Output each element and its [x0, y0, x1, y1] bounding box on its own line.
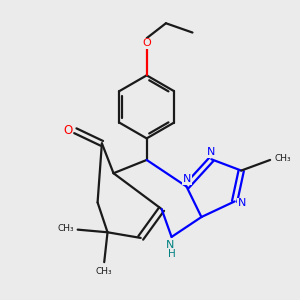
Text: N: N — [166, 240, 174, 250]
Text: O: O — [142, 38, 151, 48]
Text: H: H — [168, 249, 176, 259]
Text: CH₃: CH₃ — [58, 224, 74, 233]
Text: N: N — [183, 174, 191, 184]
Text: CH₃: CH₃ — [96, 267, 112, 276]
Text: N: N — [238, 198, 246, 208]
Text: CH₃: CH₃ — [274, 154, 291, 163]
Text: O: O — [63, 124, 73, 137]
Text: N: N — [206, 147, 215, 157]
